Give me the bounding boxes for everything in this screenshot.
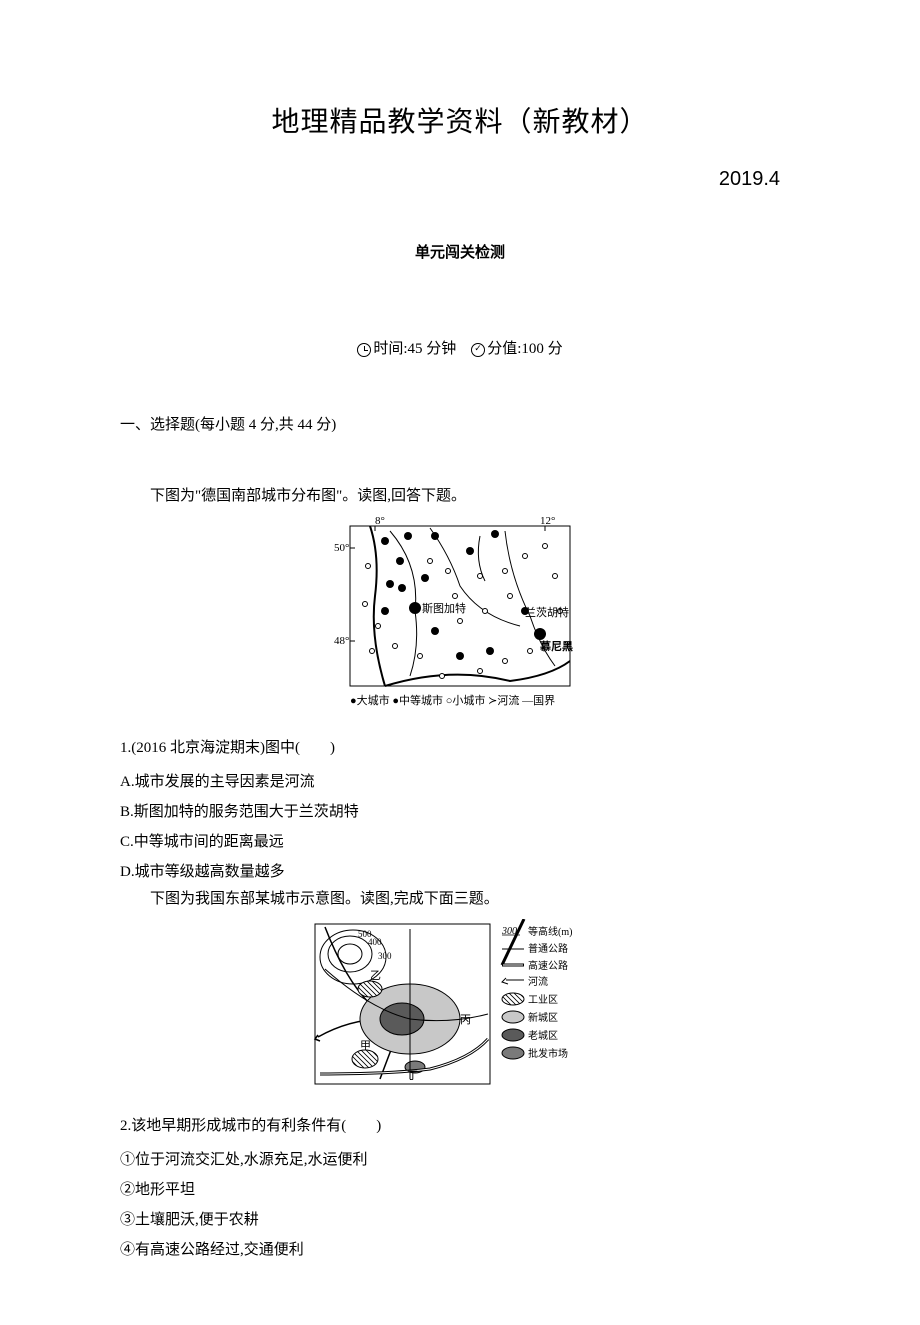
- figure2-wrapper: 500 400 300 乙 丙 甲 丁 300 等高线(m) 普通公: [120, 919, 800, 1099]
- legend-road: 普通公路: [528, 942, 568, 955]
- figure1-wrapper: 8° 12° 50° 48°: [120, 516, 800, 721]
- city-stuttgart: 斯图加特: [422, 601, 466, 615]
- label-ding: 丁: [407, 1070, 418, 1082]
- q2-sub3: ③土壤肥沃,便于农耕: [120, 1205, 800, 1235]
- q2-sub2: ②地形平坦: [120, 1175, 800, 1205]
- legend-river: 河流: [528, 975, 548, 988]
- label-bing: 丙: [460, 1014, 471, 1026]
- time-score-line: 时间:45 分钟 分值:100 分: [120, 337, 800, 358]
- passage2-intro: 下图为我国东部某城市示意图。读图,完成下面三题。: [120, 887, 800, 911]
- q2-sub1: ①位于河流交汇处,水源充足,水运便利: [120, 1145, 800, 1175]
- legend-oldcity: 老城区: [528, 1029, 558, 1042]
- lon-12: 12°: [540, 516, 555, 527]
- legend-market: 批发市场: [528, 1047, 568, 1060]
- lat-50: 50°: [334, 542, 349, 554]
- legend-newcity: 新城区: [528, 1011, 558, 1024]
- city-map: 500 400 300 乙 丙 甲 丁 300 等高线(m) 普通公: [310, 919, 610, 1094]
- part1-header: 一、选择题(每小题 4 分,共 44 分): [120, 413, 800, 434]
- contour-300: 300: [378, 951, 392, 961]
- document-date: 2019.4: [120, 168, 800, 191]
- city-landshut: 兰茨胡特: [525, 605, 569, 619]
- lon-8: 8°: [375, 516, 385, 527]
- contour-400: 400: [368, 937, 382, 947]
- q1-option-d: D.城市等级越高数量越多: [120, 857, 800, 887]
- q1-option-c: C.中等城市间的距离最远: [120, 827, 800, 857]
- passage1-intro: 下图为"德国南部城市分布图"。读图,回答下题。: [120, 484, 800, 508]
- legend-highway: 高速公路: [528, 959, 568, 972]
- q1-option-a: A.城市发展的主导因素是河流: [120, 767, 800, 797]
- label-yi: 乙: [370, 969, 381, 982]
- score-label: 分值:100 分: [487, 341, 562, 357]
- check-icon: [471, 343, 485, 357]
- q1-stem: 1.(2016 北京海淀期末)图中( ): [120, 733, 800, 763]
- city-munich: 慕尼黑: [539, 639, 573, 653]
- q1-option-b: B.斯图加特的服务范围大于兰茨胡特: [120, 797, 800, 827]
- label-jia: 甲: [360, 1040, 371, 1052]
- q2-stem: 2.该地早期形成城市的有利条件有( ): [120, 1111, 800, 1141]
- main-title: 地理精品教学资料（新教材）: [120, 100, 800, 140]
- legend-industrial: 工业区: [528, 994, 558, 1006]
- q2-sub4: ④有高速公路经过,交通便利: [120, 1235, 800, 1265]
- time-label: 时间:45 分钟: [373, 341, 456, 357]
- legend-contour: 等高线(m): [528, 925, 572, 938]
- germany-map: 8° 12° 50° 48°: [330, 516, 590, 716]
- map1-legend: ●大城市 ●中等城市 ○小城市 ≻河流 —国界: [350, 693, 555, 707]
- lat-48: 48°: [334, 635, 349, 647]
- section-title: 单元闯关检测: [120, 241, 800, 262]
- clock-icon: [357, 343, 371, 357]
